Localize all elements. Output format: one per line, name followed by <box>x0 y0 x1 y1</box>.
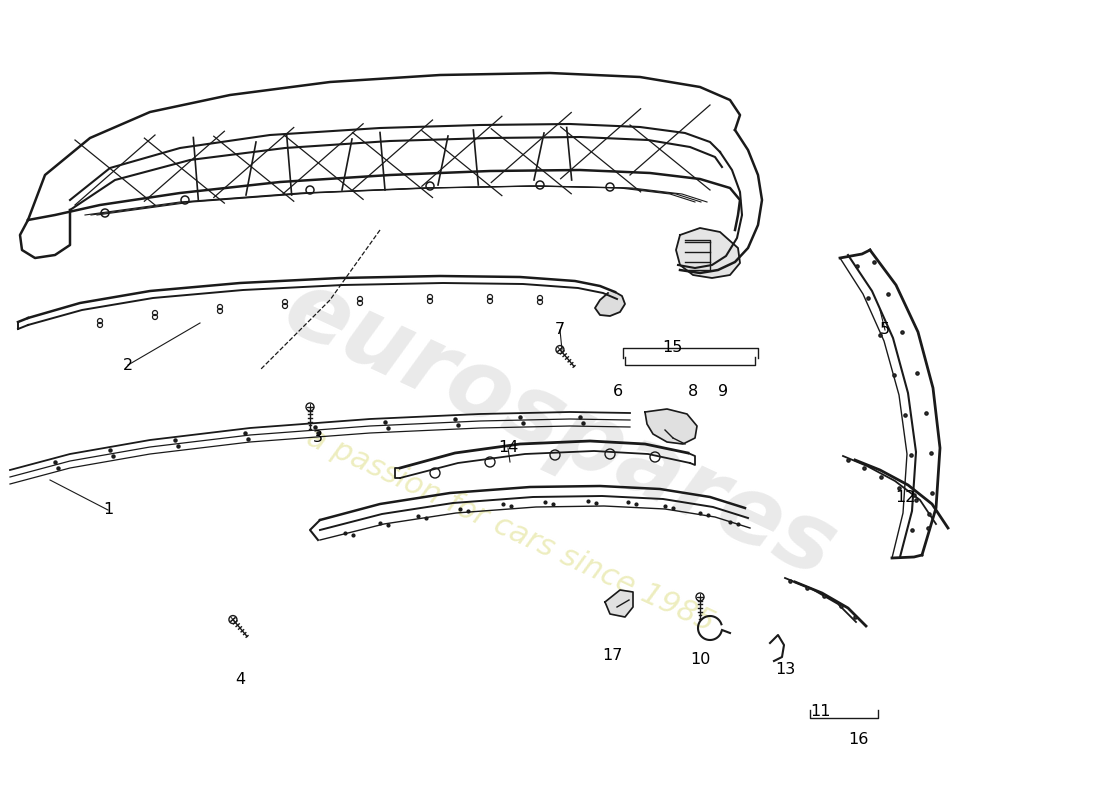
Text: 3: 3 <box>314 430 323 446</box>
Polygon shape <box>595 292 625 316</box>
Polygon shape <box>645 409 697 444</box>
Text: 2: 2 <box>123 358 133 373</box>
Text: 14: 14 <box>498 441 518 455</box>
Text: 6: 6 <box>613 385 623 399</box>
Text: 1: 1 <box>103 502 113 518</box>
Polygon shape <box>605 590 632 617</box>
Polygon shape <box>676 228 740 278</box>
Text: 8: 8 <box>688 385 698 399</box>
Text: 9: 9 <box>718 385 728 399</box>
Text: a passion for cars since 1985: a passion for cars since 1985 <box>301 422 718 638</box>
Text: 10: 10 <box>690 653 711 667</box>
Text: 13: 13 <box>774 662 795 678</box>
Text: 17: 17 <box>602 649 623 663</box>
Text: 12: 12 <box>894 490 915 506</box>
Text: 7: 7 <box>554 322 565 338</box>
Text: 15: 15 <box>662 341 682 355</box>
Text: 11: 11 <box>810 705 830 719</box>
Text: 16: 16 <box>848 733 868 747</box>
Text: 5: 5 <box>880 322 890 338</box>
Text: 4: 4 <box>235 673 245 687</box>
Text: eurospares: eurospares <box>270 262 850 598</box>
